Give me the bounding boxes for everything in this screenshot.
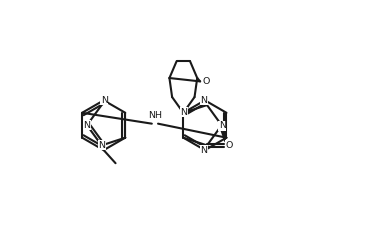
Text: N: N xyxy=(200,146,207,155)
Text: N: N xyxy=(180,108,187,117)
Text: N: N xyxy=(200,96,207,105)
Text: O: O xyxy=(202,77,210,86)
Text: N: N xyxy=(181,107,188,116)
Text: N: N xyxy=(101,96,108,105)
Text: O: O xyxy=(225,141,232,150)
Text: N: N xyxy=(83,121,90,130)
Text: N: N xyxy=(219,121,226,130)
Text: N: N xyxy=(98,141,105,150)
Text: NH: NH xyxy=(149,111,163,120)
